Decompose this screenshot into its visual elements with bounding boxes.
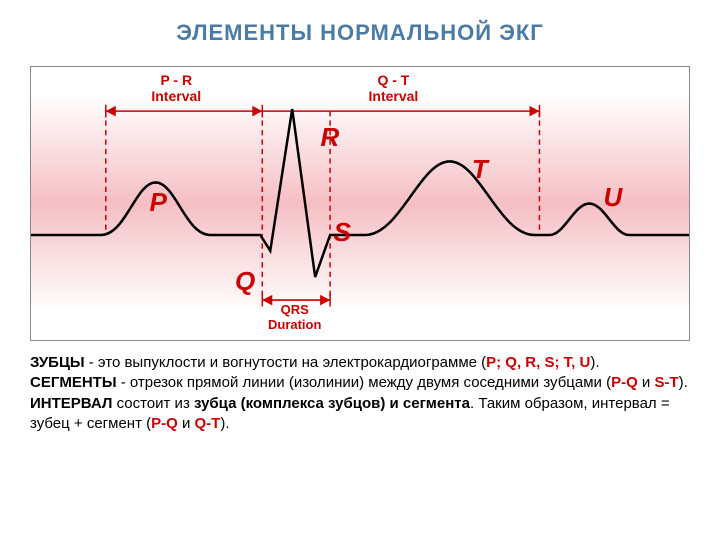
wave-R: R <box>321 122 340 153</box>
wave-U: U <box>603 182 622 213</box>
arrow-pr-l <box>106 106 116 117</box>
wave-T: T <box>472 154 488 185</box>
label-qrs-duration: QRS Duration <box>255 302 335 332</box>
description-text: ЗУБЦЫ - это выпуклости и вогнутости на э… <box>30 353 690 434</box>
wave-S: S <box>334 217 351 248</box>
ecg-diagram: P - R Interval Q - T Interval P R Q S T … <box>30 66 690 341</box>
page-title: ЭЛЕМЕНТЫ НОРМАЛЬНОЙ ЭКГ <box>0 0 720 56</box>
ecg-svg <box>31 67 689 340</box>
ecg-path <box>31 109 689 277</box>
label-pr-interval: P - R Interval <box>136 72 216 104</box>
wave-P: P <box>149 187 166 218</box>
arrow-qt-r <box>529 106 539 117</box>
wave-Q: Q <box>235 266 255 297</box>
arrow-pr-r <box>252 106 262 117</box>
label-qt-interval: Q - T Interval <box>353 72 433 104</box>
